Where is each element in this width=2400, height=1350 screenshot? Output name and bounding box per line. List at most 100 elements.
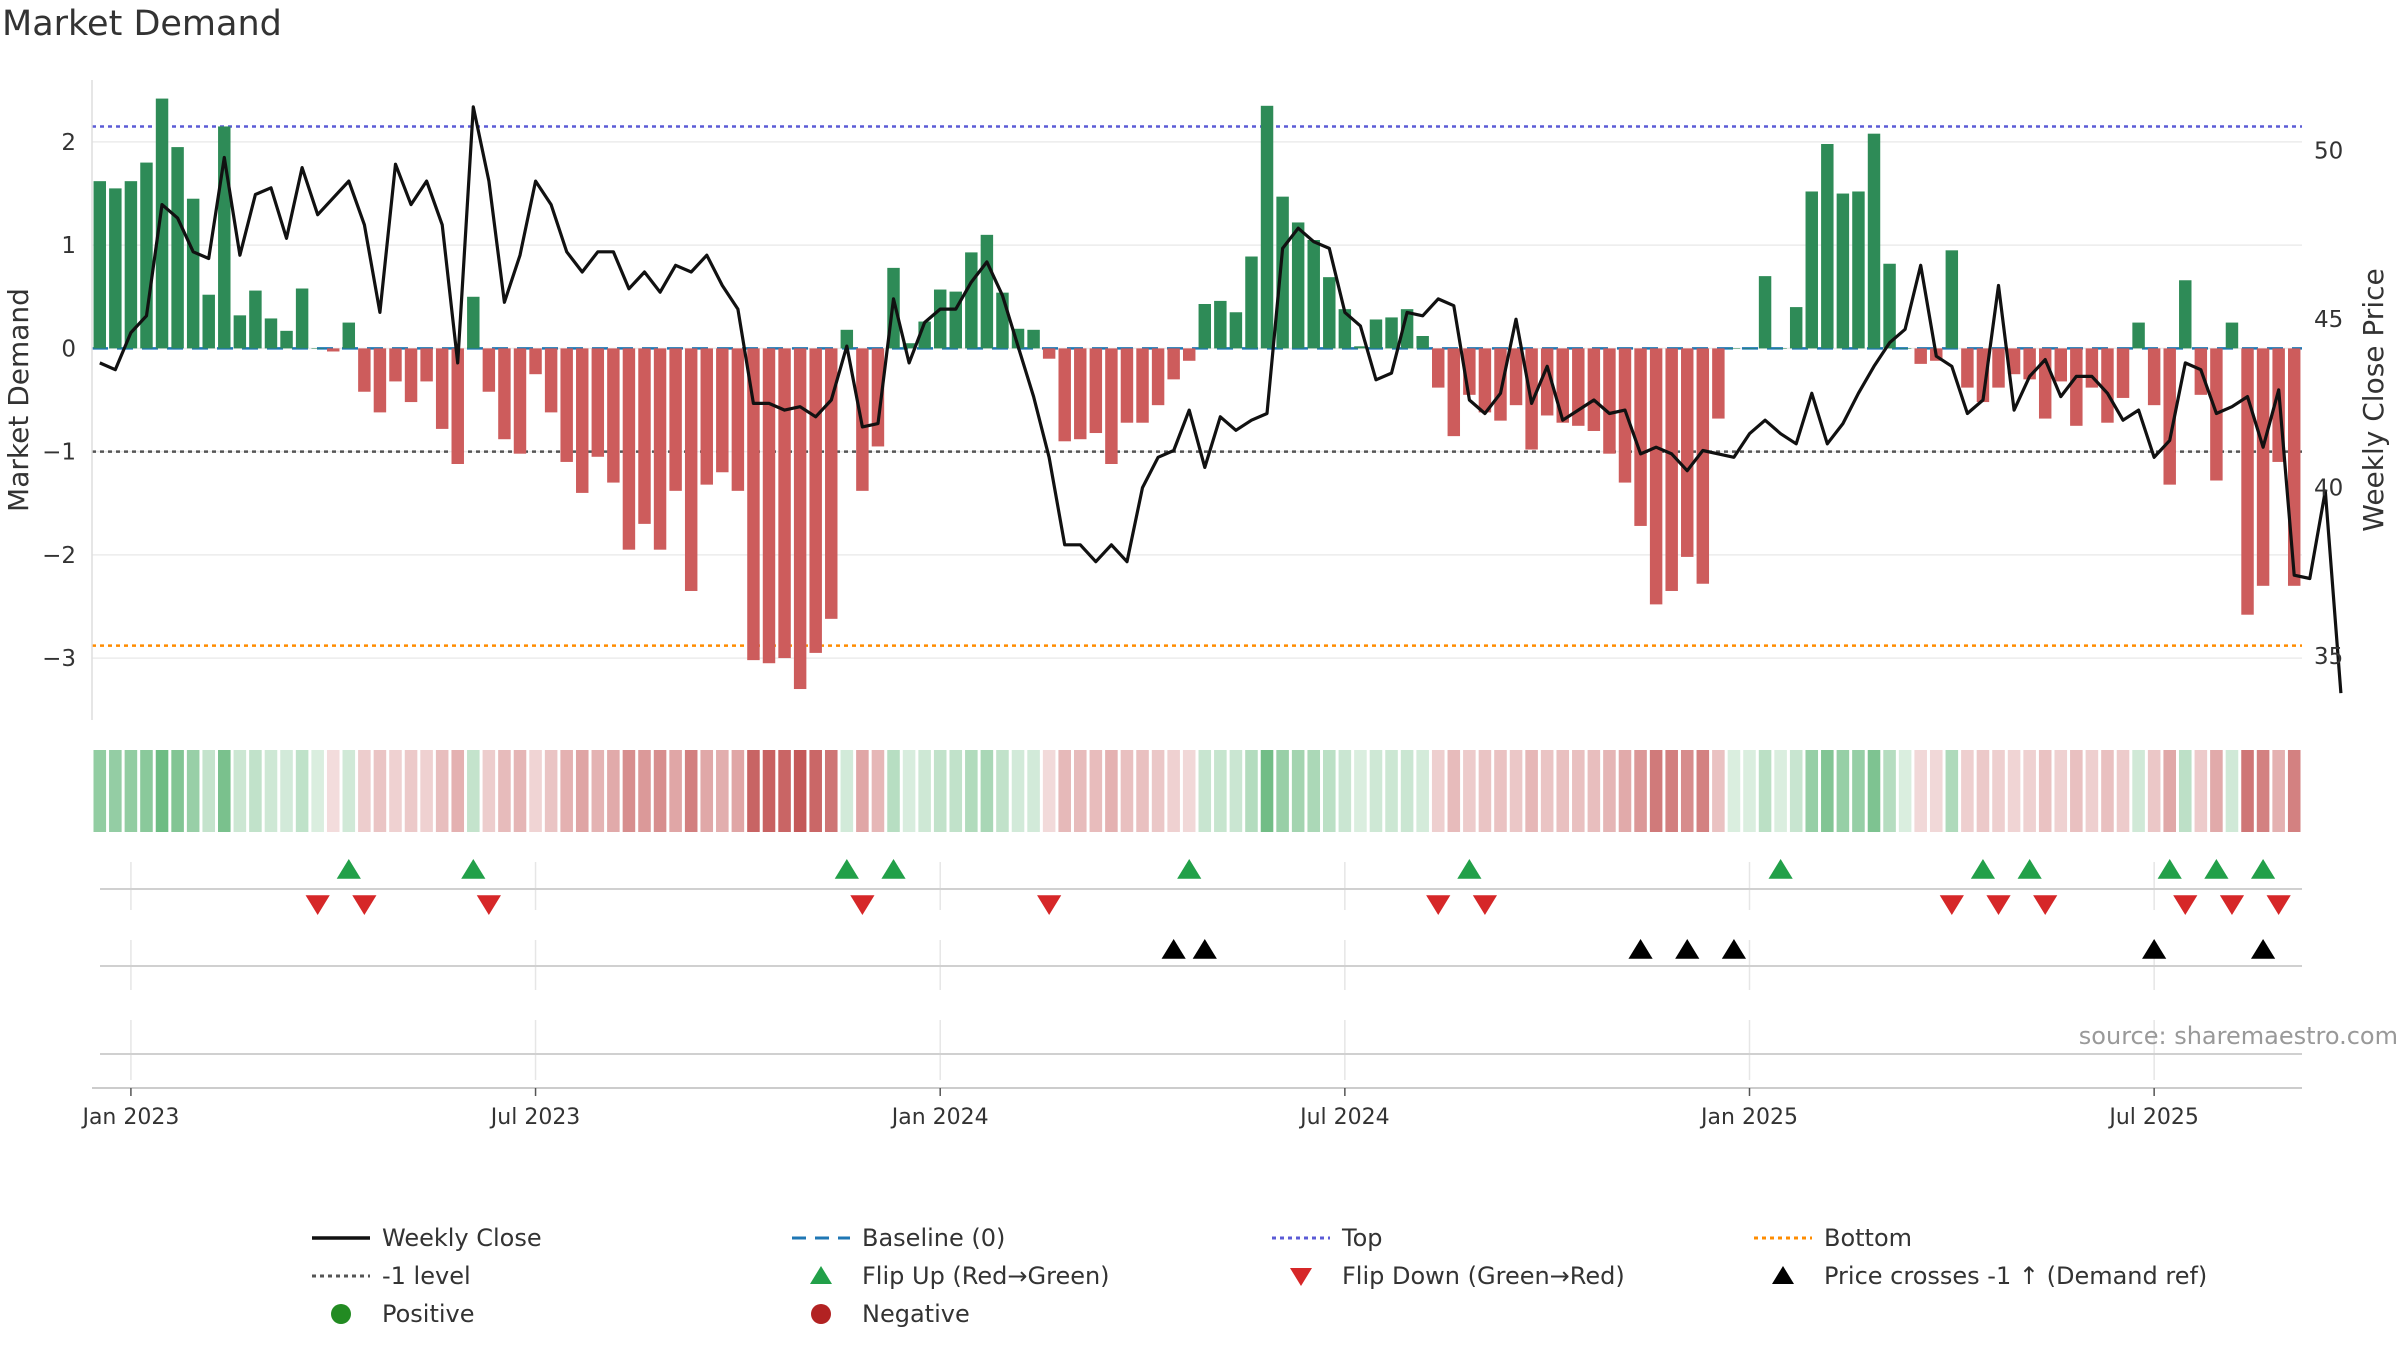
demand-bar [1042, 348, 1056, 359]
heat-cell [1743, 750, 1756, 832]
heat-cell [2272, 750, 2285, 832]
price-cross-marker [1161, 939, 1186, 959]
demand-bar [1105, 348, 1118, 464]
heat-cell [902, 750, 916, 832]
demand-bar [1509, 348, 1523, 406]
demand-bar [1291, 222, 1305, 349]
demand-bar [1696, 348, 1710, 584]
flip-down-marker [1986, 895, 2011, 915]
legend-symbol-icon [1754, 1236, 1812, 1240]
y2-tick-label: 50 [2314, 139, 2343, 165]
demand-bar [902, 343, 916, 349]
demand-bar [2241, 348, 2254, 615]
heat-cell [716, 750, 729, 832]
demand-bar [1385, 317, 1398, 349]
legend-item: Price crosses -1 ↑ (Demand ref) [1752, 1258, 2207, 1294]
demand-bar [1540, 348, 1554, 416]
legend-symbol-icon [312, 1274, 370, 1278]
heat-cell [1649, 750, 1663, 832]
heat-cell [529, 750, 542, 832]
flip-down-marker [850, 895, 875, 915]
demand-bar [1447, 348, 1461, 437]
demand-bar [1338, 309, 1352, 349]
demand-bar [529, 348, 542, 375]
heat-cell [949, 750, 963, 832]
heat-cell [2023, 750, 2036, 832]
legend-symbol-icon [810, 1266, 832, 1284]
price-cross-marker [1628, 939, 1653, 959]
heat-cell [1369, 750, 1383, 832]
demand-bar [1914, 348, 1927, 364]
heat-strip [93, 750, 2301, 832]
x-tick-label: Jan 2025 [1699, 1105, 1798, 1130]
heat-cell [1836, 750, 1850, 832]
heat-cell [1774, 750, 1787, 832]
heat-cell [2241, 750, 2254, 832]
demand-bar [233, 315, 247, 349]
heat-cell [1416, 750, 1429, 832]
demand-bar [576, 348, 589, 493]
heat-cell [2054, 750, 2068, 832]
demand-bar [638, 348, 651, 524]
heat-cell [264, 750, 278, 832]
demand-bar [1603, 348, 1616, 454]
demand-bar [109, 188, 122, 349]
signal-markers [100, 859, 2302, 1055]
y-axis-label: Market Demand [2, 288, 35, 512]
demand-bar [280, 330, 293, 349]
heat-cell [1525, 750, 1538, 832]
heat-cell [1105, 750, 1118, 832]
heat-cell [1572, 750, 1585, 832]
demand-bar [544, 348, 558, 413]
legend-item: Flip Down (Green→Red) [1270, 1258, 1625, 1294]
heat-cell [2194, 750, 2208, 832]
demand-bar [1758, 276, 1772, 349]
heat-cell [109, 750, 122, 832]
heat-cell [404, 750, 418, 832]
demand-bar [1883, 263, 1896, 349]
demand-bar [996, 292, 1009, 349]
heat-cell [1821, 750, 1834, 832]
heat-cell [1260, 750, 1274, 832]
demand-bar [404, 348, 418, 403]
demand-bar [513, 348, 527, 454]
demand-bar [1634, 348, 1647, 526]
heat-cell [1136, 750, 1149, 832]
heat-cell [1898, 750, 1912, 832]
heat-cell [1011, 750, 1025, 832]
price-cross-marker [1192, 939, 1217, 959]
demand-bar [2287, 348, 2301, 586]
demand-bar [2116, 348, 2130, 398]
heat-cell [1805, 750, 1819, 832]
demand-bar [1478, 348, 1492, 413]
demand-bar [373, 348, 387, 413]
y2-axis-label: Weekly Close Price [2357, 268, 2390, 531]
heat-cell [171, 750, 184, 832]
demand-bar [840, 329, 854, 349]
demand-bar [2225, 322, 2239, 349]
demand-bar [809, 348, 822, 653]
heat-cell [1058, 750, 1071, 832]
demand-bar [1027, 329, 1040, 349]
heat-cell [778, 750, 791, 832]
demand-bar [778, 348, 791, 659]
heat-cell [622, 750, 636, 832]
demand-bar [1649, 348, 1663, 605]
x-tick-label: Jul 2023 [489, 1105, 581, 1130]
legend-label: Price crosses -1 ↑ (Demand ref) [1824, 1262, 2208, 1290]
heat-cell [1182, 750, 1196, 832]
heat-cell [1883, 750, 1896, 832]
legend-label: -1 level [382, 1262, 471, 1290]
demand-bar [1416, 336, 1429, 349]
demand-bar [389, 348, 402, 382]
heat-cell [513, 750, 527, 832]
heat-cell [280, 750, 293, 832]
heat-cell [933, 750, 947, 832]
legend-label: Negative [862, 1300, 970, 1328]
heat-cell [2085, 750, 2099, 832]
heat-cell [2225, 750, 2239, 832]
demand-bar [155, 98, 169, 349]
flip-down-marker [352, 895, 377, 915]
demand-bar [1151, 348, 1165, 406]
demand-bar [1743, 348, 1756, 349]
